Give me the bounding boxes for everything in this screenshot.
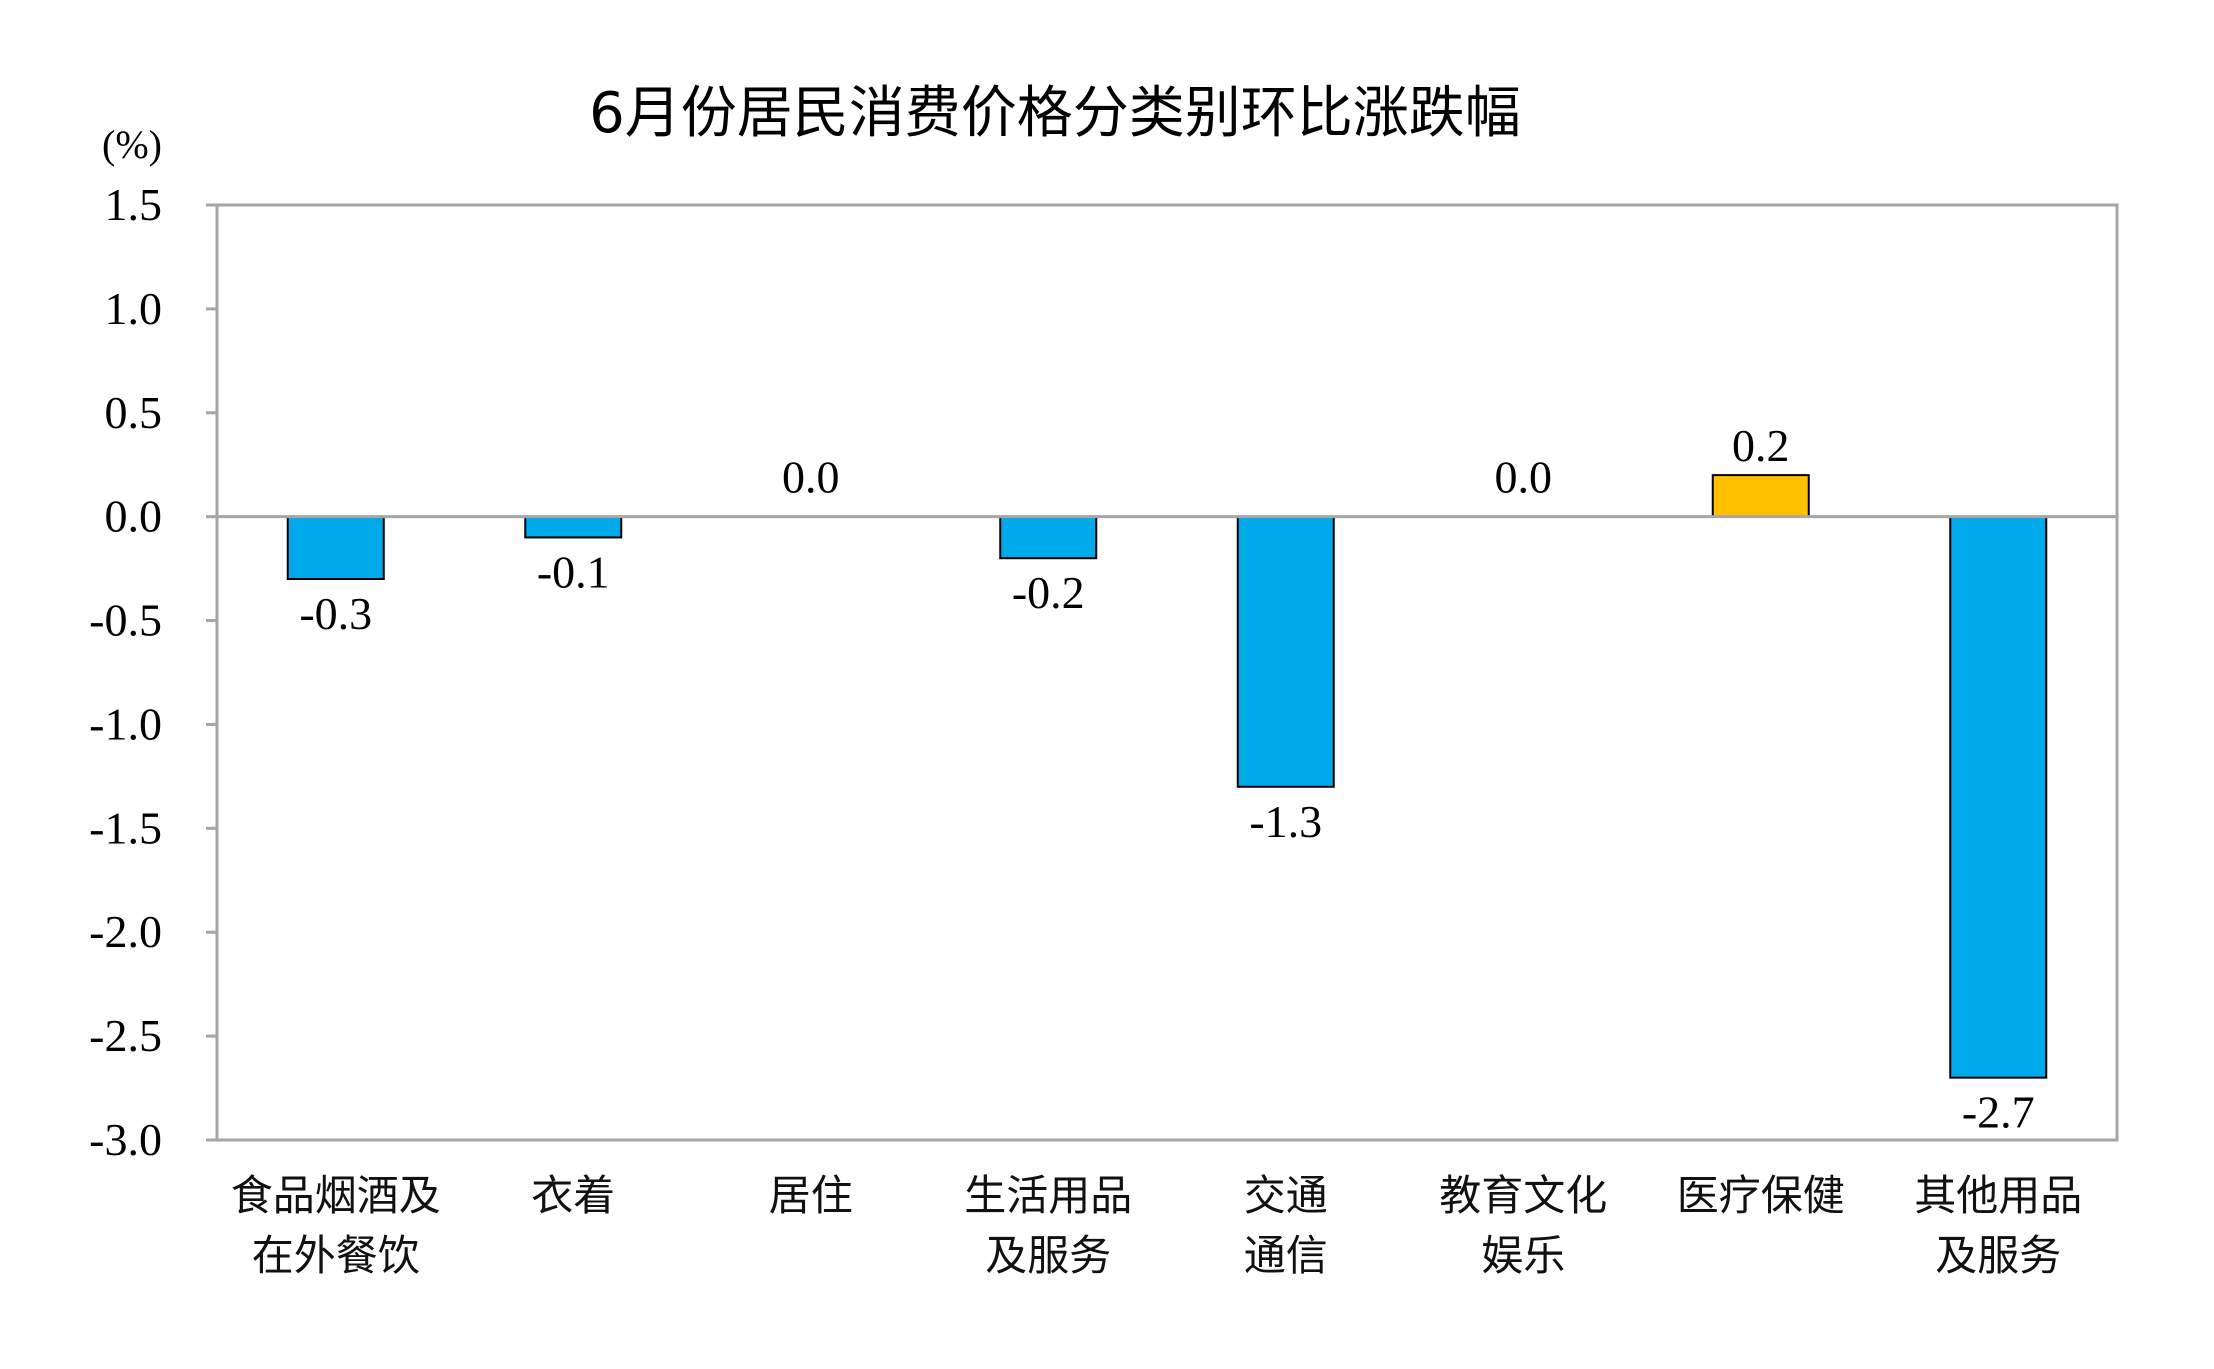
data-label: 0.2 [1732, 420, 1790, 471]
y-tick-label: -1.0 [89, 698, 162, 749]
bar [286, 515, 385, 581]
bar [1711, 474, 1810, 518]
y-tick-label: 1.5 [105, 179, 163, 230]
bars [286, 474, 2048, 1079]
x-tick-label: 在外餐饮 [252, 1231, 420, 1280]
data-label: -0.3 [299, 588, 372, 639]
x-tick-label: 及服务 [985, 1231, 1111, 1280]
plot-frame [215, 203, 2119, 1142]
x-tick-label: 医疗保健 [1677, 1171, 1845, 1220]
y-tick-label: -2.0 [89, 906, 162, 957]
x-tick-label: 交通 [1244, 1171, 1328, 1220]
x-tick-label: 娱乐 [1481, 1231, 1565, 1280]
bar [524, 515, 623, 539]
bar [1236, 515, 1335, 788]
y-axis-ticks: 1.5 1.0 0.5 0.0 -0.5 -1.0 -1.5 -2.0 -2.5 -3.0 [89, 179, 217, 1165]
x-tick-label: 通信 [1244, 1231, 1328, 1280]
x-tick-label: 生活用品 [964, 1171, 1132, 1220]
data-label: -1.3 [1249, 796, 1322, 847]
y-tick-label: 1.0 [105, 283, 163, 334]
data-label: -0.1 [537, 546, 610, 597]
chart-title: 6月份居民消费价格分类别环比涨跌幅 [589, 81, 1521, 146]
x-tick-label: 居住 [769, 1171, 853, 1220]
x-tick-label: 教育文化 [1439, 1171, 1607, 1220]
data-label: 0.0 [1495, 452, 1553, 503]
x-tick-label: 衣着 [531, 1171, 615, 1220]
data-label: -2.7 [1962, 1087, 2035, 1138]
y-tick-label: 0.5 [105, 387, 163, 438]
y-tick-label: 0.0 [105, 491, 163, 542]
y-axis-unit: (%) [102, 122, 162, 167]
y-tick-label: -3.0 [89, 1114, 162, 1165]
x-tick-label: 食品烟酒及 [231, 1171, 441, 1220]
data-label: -0.2 [1012, 567, 1085, 618]
y-tick-label: -0.5 [89, 595, 162, 646]
bar [1949, 515, 2048, 1079]
x-tick-label: 其他用品 [1914, 1171, 2082, 1220]
bar [999, 515, 1098, 560]
x-tick-label: 及服务 [1935, 1231, 2061, 1280]
y-tick-label: -1.5 [89, 802, 162, 853]
y-tick-label: -2.5 [89, 1010, 162, 1061]
data-label: 0.0 [782, 452, 840, 503]
data-labels: -0.3 -0.1 0.0 -0.2 -1.3 0.0 0.2 -2.7 [299, 420, 2034, 1138]
